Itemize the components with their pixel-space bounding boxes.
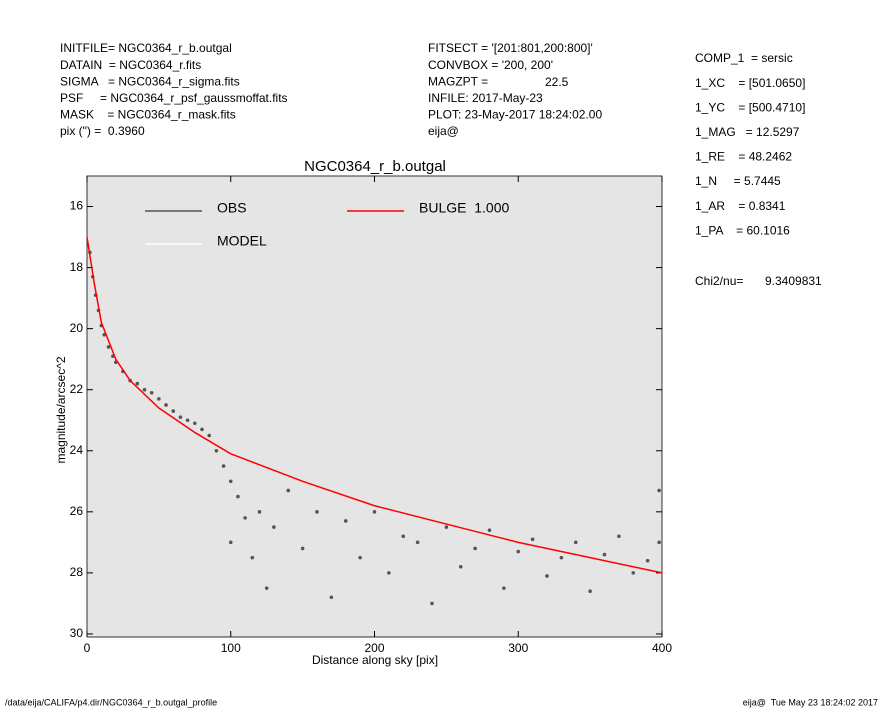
data-point xyxy=(207,433,211,438)
fit-parameter: 1_PA = 60.1016 xyxy=(695,223,790,237)
chi2-label: Chi2/nu= xyxy=(695,274,743,288)
legend-label: MODEL xyxy=(217,233,267,249)
data-point xyxy=(315,510,319,514)
data-point xyxy=(530,537,535,542)
chi2-value: 9.3409831 xyxy=(765,274,822,288)
header-middle-line: CONVBOX = '200, 200' xyxy=(428,58,553,72)
data-point xyxy=(588,589,592,594)
data-point xyxy=(415,540,420,545)
fit-parameter: 1_MAG = 12.5297 xyxy=(695,125,800,139)
header-middle-line: INFILE: 2017-May-23 xyxy=(428,91,543,105)
y-axis-label: magnitude/arcsec^2 xyxy=(54,356,68,463)
data-point xyxy=(135,381,140,386)
x-tick-label: 0 xyxy=(84,641,91,655)
data-point xyxy=(657,488,661,493)
header-middle-line: PLOT: 23-May-2017 18:24:02.00 xyxy=(428,108,602,122)
data-point xyxy=(602,552,607,557)
y-tick-label: 30 xyxy=(70,626,84,640)
data-point xyxy=(444,525,449,529)
header-left-line: DATAIN = NGC0364_r.fits xyxy=(60,58,201,72)
data-point xyxy=(236,494,240,499)
data-point xyxy=(228,540,233,545)
data-point xyxy=(142,387,147,392)
data-point xyxy=(545,574,549,578)
header-left-line: INITFILE= NGC0364_r_b.outgal xyxy=(60,41,232,55)
data-point xyxy=(221,464,226,468)
x-axis-label: Distance along sky [pix] xyxy=(312,653,438,667)
y-tick-label: 20 xyxy=(70,321,84,335)
data-point xyxy=(458,564,463,569)
data-point xyxy=(343,519,348,523)
data-point xyxy=(430,601,434,606)
data-point xyxy=(250,555,255,560)
data-point xyxy=(164,403,168,407)
y-tick-label: 16 xyxy=(70,199,84,213)
header-middle-line: eija@ xyxy=(428,124,459,138)
data-point xyxy=(228,479,233,484)
data-point xyxy=(559,555,564,560)
data-point xyxy=(157,397,161,401)
data-point xyxy=(257,510,262,514)
y-tick-label: 26 xyxy=(70,504,84,518)
header-left-line: MASK = NGC0364_r_mask.fits xyxy=(60,108,236,122)
data-point xyxy=(516,549,521,554)
y-tick-label: 22 xyxy=(70,382,84,396)
data-point xyxy=(171,409,176,413)
fit-parameter: 1_YC = [500.4710] xyxy=(695,100,805,114)
data-point xyxy=(358,555,362,560)
data-point xyxy=(387,571,391,575)
data-point xyxy=(178,415,183,419)
fit-parameter: 1_N = 5.7445 xyxy=(695,174,781,188)
x-tick-label: 200 xyxy=(364,641,384,655)
chart-title: NGC0364_r_b.outgal xyxy=(304,158,446,175)
y-tick-label: 18 xyxy=(70,260,84,274)
fit-parameter: 1_AR = 0.8341 xyxy=(695,199,786,213)
fit-parameter: 1_RE = 48.2462 xyxy=(695,150,792,164)
header-left-line: SIGMA = NGC0364_r_sigma.fits xyxy=(60,74,240,88)
legend-label: BULGE 1.000 xyxy=(419,200,509,216)
data-point xyxy=(214,448,219,453)
fit-parameter: 1_XC = [501.0650] xyxy=(695,76,805,90)
data-point xyxy=(286,488,291,493)
fit-parameter: COMP_1 = sersic xyxy=(695,51,793,65)
data-point xyxy=(645,558,650,563)
footer-stamp: eija@ Tue May 23 18:24:02 2017 xyxy=(743,697,878,707)
legend-label: OBS xyxy=(217,200,247,216)
data-point xyxy=(264,586,269,590)
data-point xyxy=(106,345,111,349)
data-point xyxy=(243,516,247,520)
data-point xyxy=(149,390,154,395)
header-middle-line: MAGZPT = xyxy=(428,74,488,88)
data-point xyxy=(300,546,305,551)
x-tick-label: 300 xyxy=(508,641,528,655)
data-point xyxy=(502,586,506,590)
x-tick-label: 100 xyxy=(221,641,241,655)
y-tick-label: 24 xyxy=(70,443,84,457)
header-middle-line: FITSECT = '[201:801,200:800]' xyxy=(428,41,593,55)
header-left-line: PSF = NGC0364_r_psf_gaussmoffat.fits xyxy=(60,91,288,105)
data-point xyxy=(573,540,578,545)
x-tick-label: 400 xyxy=(652,641,672,655)
data-point xyxy=(617,534,621,539)
plot-area xyxy=(86,175,663,638)
data-point xyxy=(631,571,636,575)
data-point xyxy=(473,546,477,551)
model-curve xyxy=(86,236,663,574)
header-left-line: pix (") = 0.3960 xyxy=(60,124,145,138)
footer-path: /data/eija/CALIFA/p4.dir/NGC0364_r_b.out… xyxy=(5,697,217,707)
data-point xyxy=(272,525,276,529)
data-point xyxy=(657,540,661,545)
data-point xyxy=(372,510,377,514)
data-point xyxy=(200,427,204,432)
data-point xyxy=(401,534,406,539)
y-tick-label: 28 xyxy=(70,565,84,579)
data-point xyxy=(193,421,197,426)
data-point xyxy=(329,595,334,600)
magzpt-value: 22.5 xyxy=(545,75,569,89)
data-point xyxy=(487,528,492,532)
data-point xyxy=(185,418,190,423)
